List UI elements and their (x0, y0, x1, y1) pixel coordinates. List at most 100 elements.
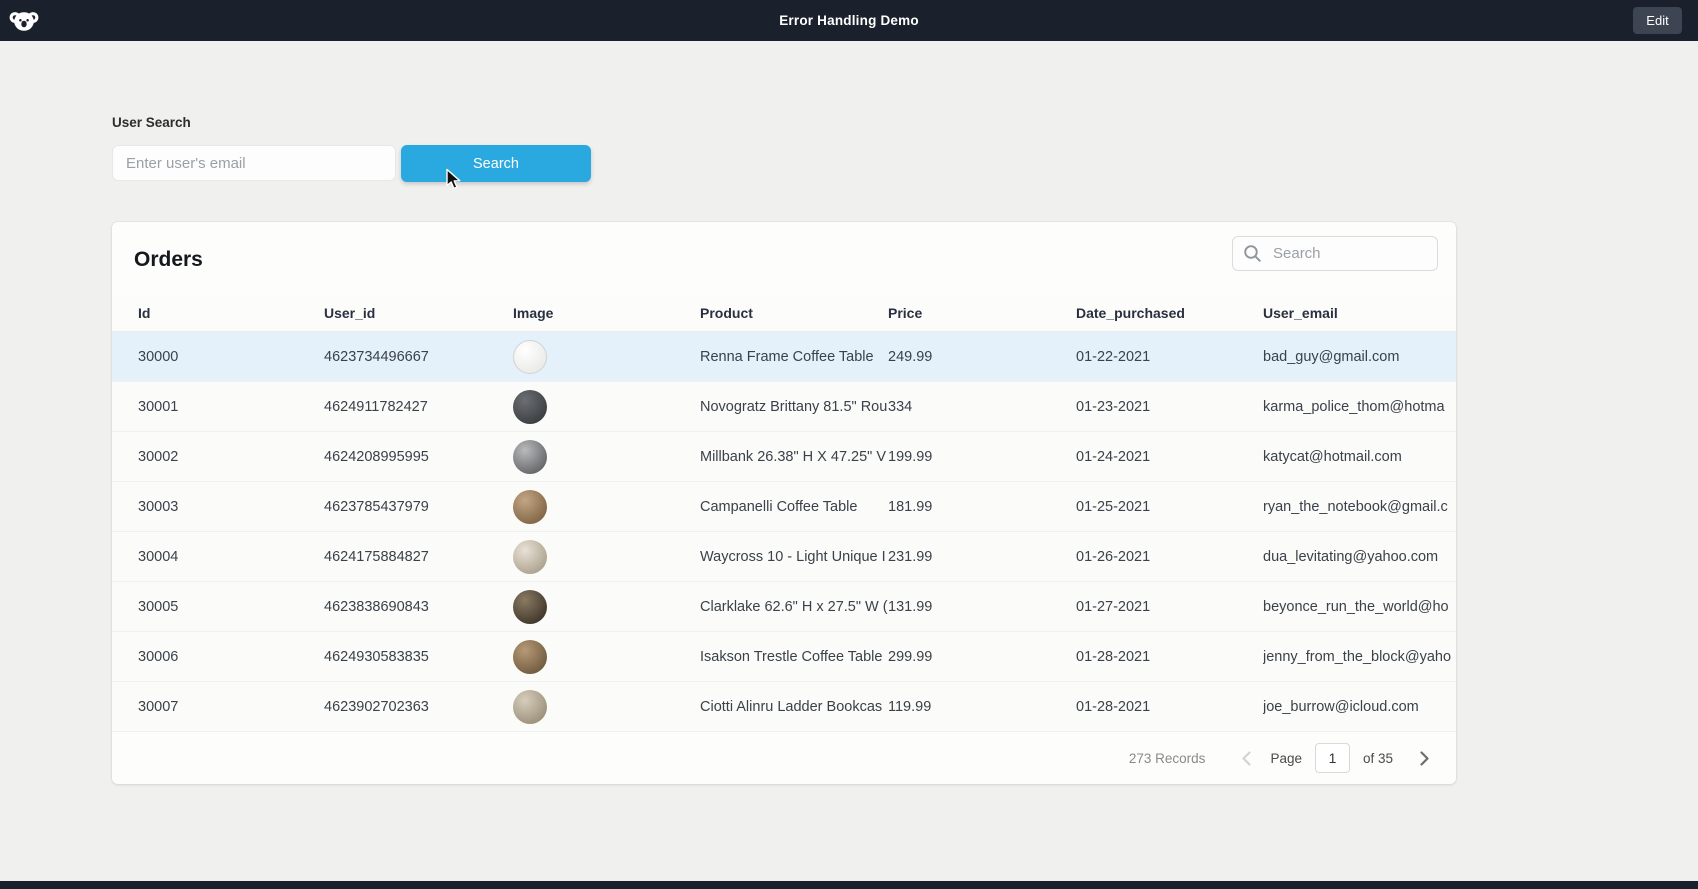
user-search-section: User Search Search (112, 115, 591, 182)
cell-image (513, 339, 700, 374)
cell-id: 30002 (138, 448, 179, 465)
cell-id: 30001 (138, 398, 179, 415)
cell-user-id: 4623838690843 (324, 598, 429, 615)
column-header-date-purchased[interactable]: Date_purchased (1076, 305, 1185, 321)
cell-id: 30007 (138, 698, 179, 715)
cell-image (513, 589, 700, 624)
cell-product: Waycross 10 - Light Unique I (700, 548, 886, 565)
cell-user-email: beyonce_run_the_world@ho (1263, 598, 1449, 615)
product-image (513, 639, 547, 674)
table-row[interactable]: 30000 4623734496667 Renna Frame Coffee T… (112, 332, 1456, 382)
cell-price: 131.99 (888, 598, 933, 615)
cell-price: 231.99 (888, 548, 933, 565)
koala-logo-icon[interactable] (8, 8, 40, 34)
cell-user-id: 4623734496667 (324, 348, 429, 365)
table-body: 30000 4623734496667 Renna Frame Coffee T… (112, 332, 1456, 732)
orders-card-header: Orders (112, 222, 1456, 295)
cell-user-id: 4624930583835 (324, 648, 429, 665)
cell-price: 199.99 (888, 448, 933, 465)
column-header-price[interactable]: Price (888, 305, 923, 321)
orders-search-input[interactable] (1271, 244, 1427, 263)
cell-price: 119.99 (888, 698, 932, 715)
edit-button[interactable]: Edit (1633, 7, 1682, 34)
cell-user-id: 4623785437979 (324, 498, 429, 515)
top-bar: Error Handling Demo Edit (0, 0, 1698, 41)
cell-product: Campanelli Coffee Table (700, 498, 858, 515)
cell-user-email: joe_burrow@icloud.com (1263, 698, 1419, 715)
cell-id: 30000 (138, 348, 179, 365)
cell-product: Clarklake 62.6" H x 27.5" W ( (700, 598, 888, 615)
chevron-right-icon (1420, 750, 1429, 766)
table-row[interactable]: 30007 4623902702363 Ciotti Alinru Ladder… (112, 682, 1456, 732)
cell-price: 299.99 (888, 648, 933, 665)
user-search-button[interactable]: Search (401, 145, 591, 182)
page-count-label: of 35 (1362, 750, 1393, 766)
cell-date-purchased: 01-27-2021 (1076, 598, 1151, 615)
cell-image (513, 639, 700, 674)
cell-date-purchased: 01-26-2021 (1076, 548, 1151, 565)
cell-id: 30006 (138, 648, 179, 665)
table-row[interactable]: 30006 4624930583835 Isakson Trestle Coff… (112, 632, 1456, 682)
table-row[interactable]: 30005 4623838690843 Clarklake 62.6" H x … (112, 582, 1456, 632)
cell-image (513, 489, 700, 524)
table-row[interactable]: 30004 4624175884827 Waycross 10 - Light … (112, 532, 1456, 582)
bottom-bar (0, 881, 1698, 889)
product-image (513, 489, 547, 524)
cell-price: 249.99 (888, 348, 933, 365)
cell-user-email: ryan_the_notebook@gmail.c (1263, 498, 1448, 515)
product-image (513, 589, 547, 624)
column-header-image[interactable]: Image (513, 305, 554, 321)
cell-date-purchased: 01-28-2021 (1076, 698, 1151, 715)
cell-user-email: karma_police_thom@hotma (1263, 398, 1445, 415)
cell-date-purchased: 01-28-2021 (1076, 648, 1151, 665)
product-image (513, 389, 547, 424)
cell-user-id: 4623902702363 (324, 698, 429, 715)
table-row[interactable]: 30002 4624208995995 Millbank 26.38" H X … (112, 432, 1456, 482)
column-header-product[interactable]: Product (700, 305, 753, 321)
chevron-left-icon (1242, 750, 1252, 766)
cell-date-purchased: 01-22-2021 (1076, 348, 1151, 365)
cell-date-purchased: 01-25-2021 (1076, 498, 1151, 515)
column-header-user-email[interactable]: User_email (1263, 305, 1338, 321)
cell-user-email: bad_guy@gmail.com (1263, 348, 1400, 365)
product-image (513, 689, 547, 724)
cell-date-purchased: 01-23-2021 (1076, 398, 1151, 415)
cell-id: 30005 (138, 598, 179, 615)
records-count: 273 Records (1128, 750, 1206, 766)
cell-image (513, 689, 700, 724)
cell-user-id: 4624911782427 (324, 398, 428, 415)
page-label: Page (1270, 750, 1302, 766)
next-page-button[interactable] (1413, 746, 1436, 771)
table-header-row: Id User_id Image Product Price Date_purc… (112, 295, 1456, 332)
cell-product: Ciotti Alinru Ladder Bookcas (700, 698, 883, 715)
cell-product: Novogratz Brittany 81.5" Rou (700, 398, 888, 415)
column-header-user-id[interactable]: User_id (324, 305, 376, 321)
page-title: Error Handling Demo (779, 13, 919, 28)
user-search-label: User Search (112, 115, 191, 130)
product-image (513, 339, 547, 374)
cell-image (513, 539, 700, 574)
orders-card: Orders Id User_id Image Product Price Da… (112, 222, 1456, 784)
cell-user-id: 4624175884827 (324, 548, 429, 565)
column-header-id[interactable]: Id (138, 305, 151, 321)
table-footer: 273 Records Page of 35 (112, 732, 1456, 784)
previous-page-button[interactable] (1235, 746, 1258, 771)
product-image (513, 539, 547, 574)
orders-title: Orders (134, 248, 203, 271)
cell-date-purchased: 01-24-2021 (1076, 448, 1151, 465)
search-icon (1244, 245, 1261, 262)
page-number-input[interactable] (1314, 743, 1350, 773)
cell-user-id: 4624208995995 (324, 448, 429, 465)
product-image (513, 439, 547, 474)
table-row[interactable]: 30003 4623785437979 Campanelli Coffee Ta… (112, 482, 1456, 532)
cell-image (513, 389, 700, 424)
cell-price: 334 (888, 398, 913, 415)
cell-id: 30003 (138, 498, 179, 515)
cell-id: 30004 (138, 548, 179, 565)
cell-user-email: jenny_from_the_block@yaho (1263, 648, 1452, 665)
cell-product: Renna Frame Coffee Table (700, 348, 874, 365)
user-email-input[interactable] (112, 145, 396, 181)
cell-image (513, 439, 700, 474)
table-row[interactable]: 30001 4624911782427 Novogratz Brittany 8… (112, 382, 1456, 432)
cell-user-email: dua_levitating@yahoo.com (1263, 548, 1439, 565)
